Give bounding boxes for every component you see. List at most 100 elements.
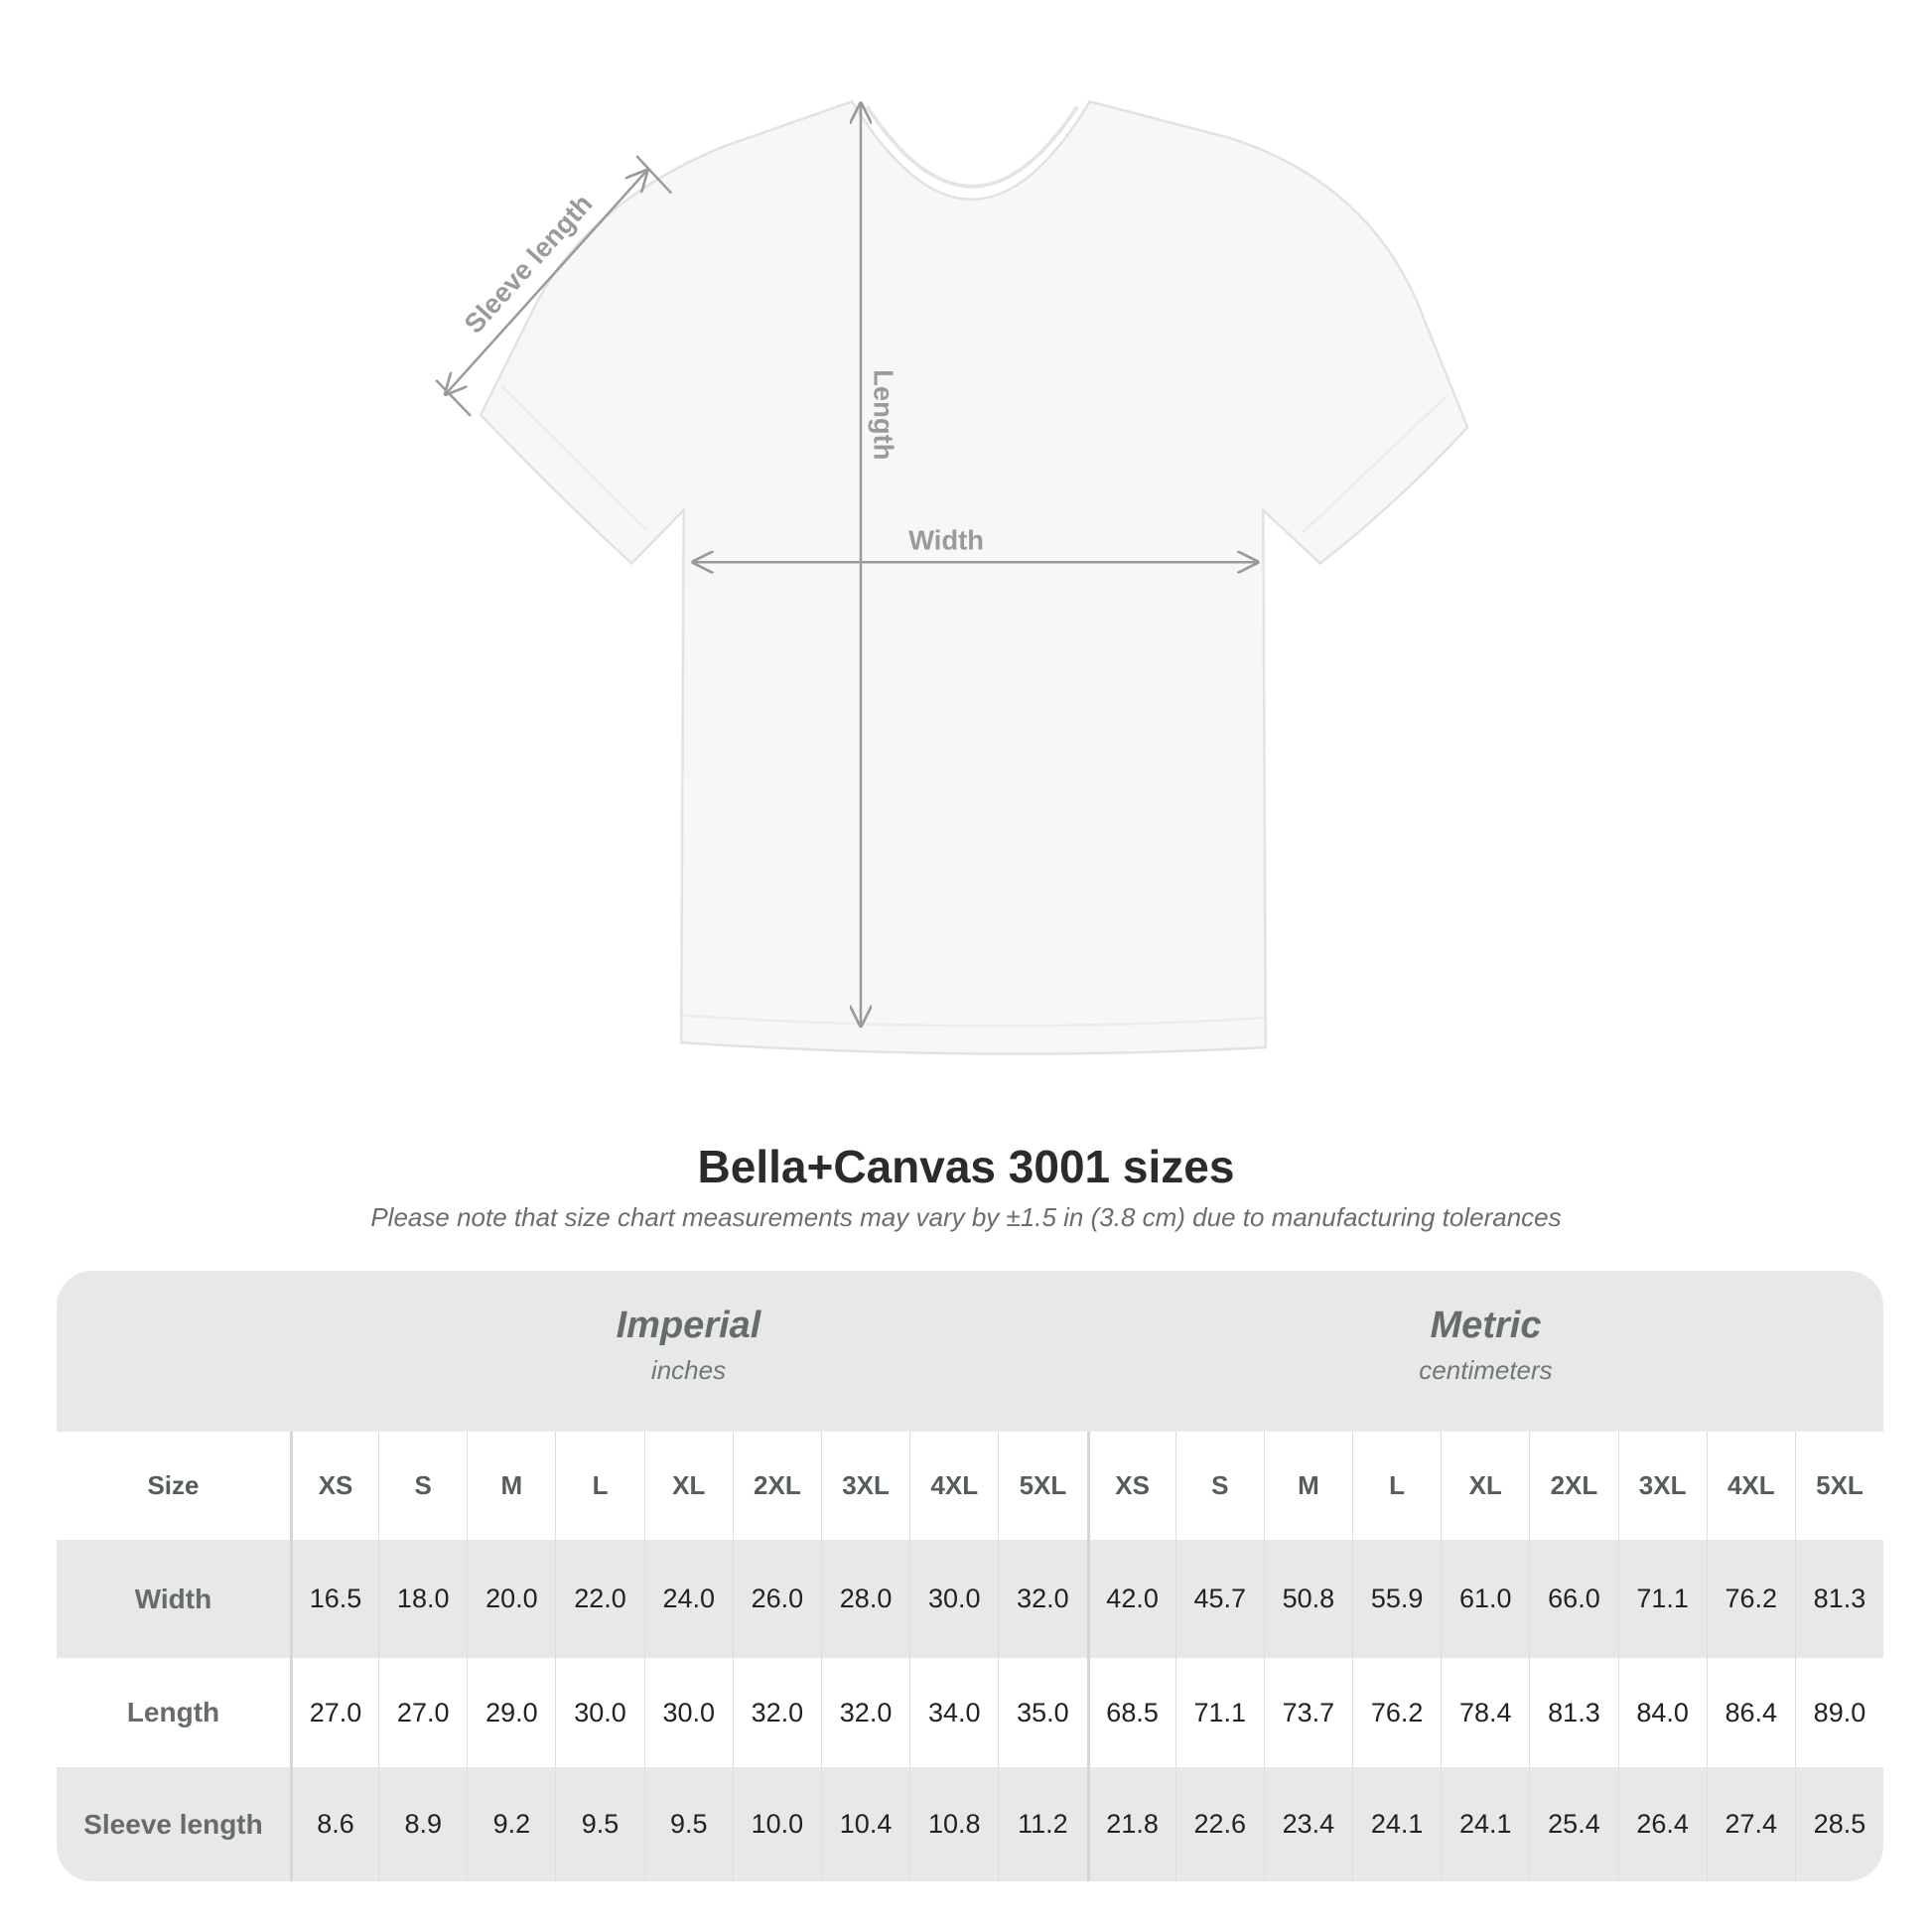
metric-heading: Metric (1430, 1305, 1542, 1346)
size-column-header: S (378, 1432, 467, 1540)
table-cell: 23.4 (1263, 1767, 1352, 1881)
row-label: Length (126, 1697, 220, 1727)
table-cell: 30.0 (909, 1540, 998, 1658)
table-cell: 28.5 (1794, 1767, 1883, 1881)
table-cell: 76.2 (1706, 1540, 1795, 1658)
table-cell: 24.0 (643, 1540, 733, 1658)
tshirt-collar (865, 105, 1079, 189)
table-cell: 22.6 (1174, 1767, 1264, 1881)
table-cell: 45.7 (1174, 1540, 1264, 1658)
size-column-header: 2XL (1529, 1432, 1617, 1540)
table-cell: 34.0 (909, 1658, 998, 1767)
table-cell: 8.6 (289, 1767, 378, 1881)
table-cell: 21.8 (1086, 1767, 1175, 1881)
table-cell: 76.2 (1352, 1658, 1441, 1767)
table-cell: 68.5 (1086, 1658, 1175, 1767)
size-column-header: M (467, 1432, 555, 1540)
size-column-header: L (1352, 1432, 1441, 1540)
size-column-header: 2XL (732, 1432, 821, 1540)
table-cell: 28.0 (820, 1540, 909, 1658)
table-cell: 71.1 (1617, 1540, 1707, 1658)
table-cell: 27.0 (378, 1658, 467, 1767)
metric-header: Metric centimeters (1087, 1305, 1883, 1386)
imperial-heading: Imperial (616, 1305, 761, 1346)
table-row: Width 16.5 18.0 20.0 22.0 24.0 26.0 28.0 30.0 32.… (57, 1540, 1883, 1658)
size-column-header: S (1174, 1432, 1264, 1540)
table-cell: 73.7 (1263, 1658, 1352, 1767)
size-table: Imperial inches Metric centimeters Size X… (57, 1271, 1883, 1881)
imperial-unit: inches (650, 1355, 727, 1385)
table-cell: 35.0 (998, 1658, 1086, 1767)
row-label: Sleeve length (83, 1808, 263, 1840)
width-label: Width (908, 525, 984, 556)
table-cell: 24.1 (1441, 1767, 1529, 1881)
size-column-header: XL (1441, 1432, 1529, 1540)
table-cell: 16.5 (289, 1540, 378, 1658)
size-header-row: Size XS S M L XL 2XL 3XL 4XL 5XL XS S M L XL 2XL 3XL 4XL 5… (57, 1432, 1883, 1540)
table-cell: 86.4 (1706, 1658, 1795, 1767)
table-cell: 10.8 (909, 1767, 998, 1881)
table-cell: 9.2 (467, 1767, 555, 1881)
table-cell: 11.2 (998, 1767, 1086, 1881)
size-column-header: 3XL (1617, 1432, 1707, 1540)
length-label: Length (869, 369, 899, 460)
table-cell: 25.4 (1529, 1767, 1617, 1881)
table-cell: 30.0 (555, 1658, 643, 1767)
table-cell: 9.5 (555, 1767, 643, 1881)
imperial-header: Imperial inches (290, 1305, 1087, 1386)
table-cell: 26.4 (1617, 1767, 1707, 1881)
size-column-header: 3XL (820, 1432, 909, 1540)
tshirt-body (479, 99, 1469, 1055)
table-row: Sleeve length 8.6 8.9 9.2 9.5 9.5 10.0 10.4 10.8… (57, 1767, 1883, 1881)
sleeve-hem-left (500, 385, 648, 531)
table-cell: 20.0 (467, 1540, 555, 1658)
table-cell: 61.0 (1441, 1540, 1529, 1658)
sleeve-tick-start (435, 379, 473, 417)
table-cell: 27.0 (289, 1658, 378, 1767)
metric-unit: centimeters (1419, 1355, 1553, 1385)
size-column-header: XL (643, 1432, 733, 1540)
table-cell: 8.9 (378, 1767, 467, 1881)
table-cell: 50.8 (1263, 1540, 1352, 1658)
sleeve-tick-end (635, 155, 673, 195)
size-column-header: 5XL (1794, 1432, 1883, 1540)
size-column-header: L (555, 1432, 643, 1540)
table-cell: 10.4 (820, 1767, 909, 1881)
bottom-hem (682, 1014, 1265, 1028)
table-cell: 24.1 (1352, 1767, 1441, 1881)
table-cell: 42.0 (1086, 1540, 1175, 1658)
tolerance-note: Please note that size chart measurements… (370, 1202, 1562, 1232)
sleeve-hem-right (1302, 395, 1448, 534)
table-cell: 66.0 (1529, 1540, 1617, 1658)
table-cell: 32.0 (998, 1540, 1086, 1658)
table-cell: 9.5 (643, 1767, 733, 1881)
sleeve-measure-line (446, 171, 646, 393)
size-column-header: 5XL (998, 1432, 1086, 1540)
table-cell: 55.9 (1352, 1540, 1441, 1658)
row-label: Width (134, 1583, 212, 1614)
table-cell: 84.0 (1617, 1658, 1707, 1767)
table-cell: 71.1 (1174, 1658, 1264, 1767)
table-row: Length 27.0 27.0 29.0 30.0 30.0 32.0 32.0 34.0 35… (57, 1658, 1883, 1767)
size-header-label: Size (147, 1470, 200, 1500)
table-cell: 22.0 (555, 1540, 643, 1658)
table-cell: 89.0 (1794, 1658, 1883, 1767)
table-cell: 81.3 (1794, 1540, 1883, 1658)
chart-title: Bella+Canvas 3001 sizes (697, 1141, 1235, 1192)
table-cell: 10.0 (732, 1767, 821, 1881)
table-cell: 81.3 (1529, 1658, 1617, 1767)
tshirt-diagram: Length Width Sleeve length (435, 99, 1469, 1055)
table-cell: 32.0 (820, 1658, 909, 1767)
size-column-header: 4XL (1706, 1432, 1795, 1540)
size-column-header: XS (289, 1432, 378, 1540)
table-cell: 29.0 (467, 1658, 555, 1767)
table-cell: 78.4 (1441, 1658, 1529, 1767)
table-cell: 27.4 (1706, 1767, 1795, 1881)
table-cell: 18.0 (378, 1540, 467, 1658)
size-column-header: M (1263, 1432, 1352, 1540)
table-cell: 32.0 (732, 1658, 821, 1767)
size-column-header: XS (1086, 1432, 1175, 1540)
size-column-header: 4XL (909, 1432, 998, 1540)
table-header-band: Imperial inches Metric centimeters (57, 1271, 1883, 1432)
table-cell: 26.0 (732, 1540, 821, 1658)
